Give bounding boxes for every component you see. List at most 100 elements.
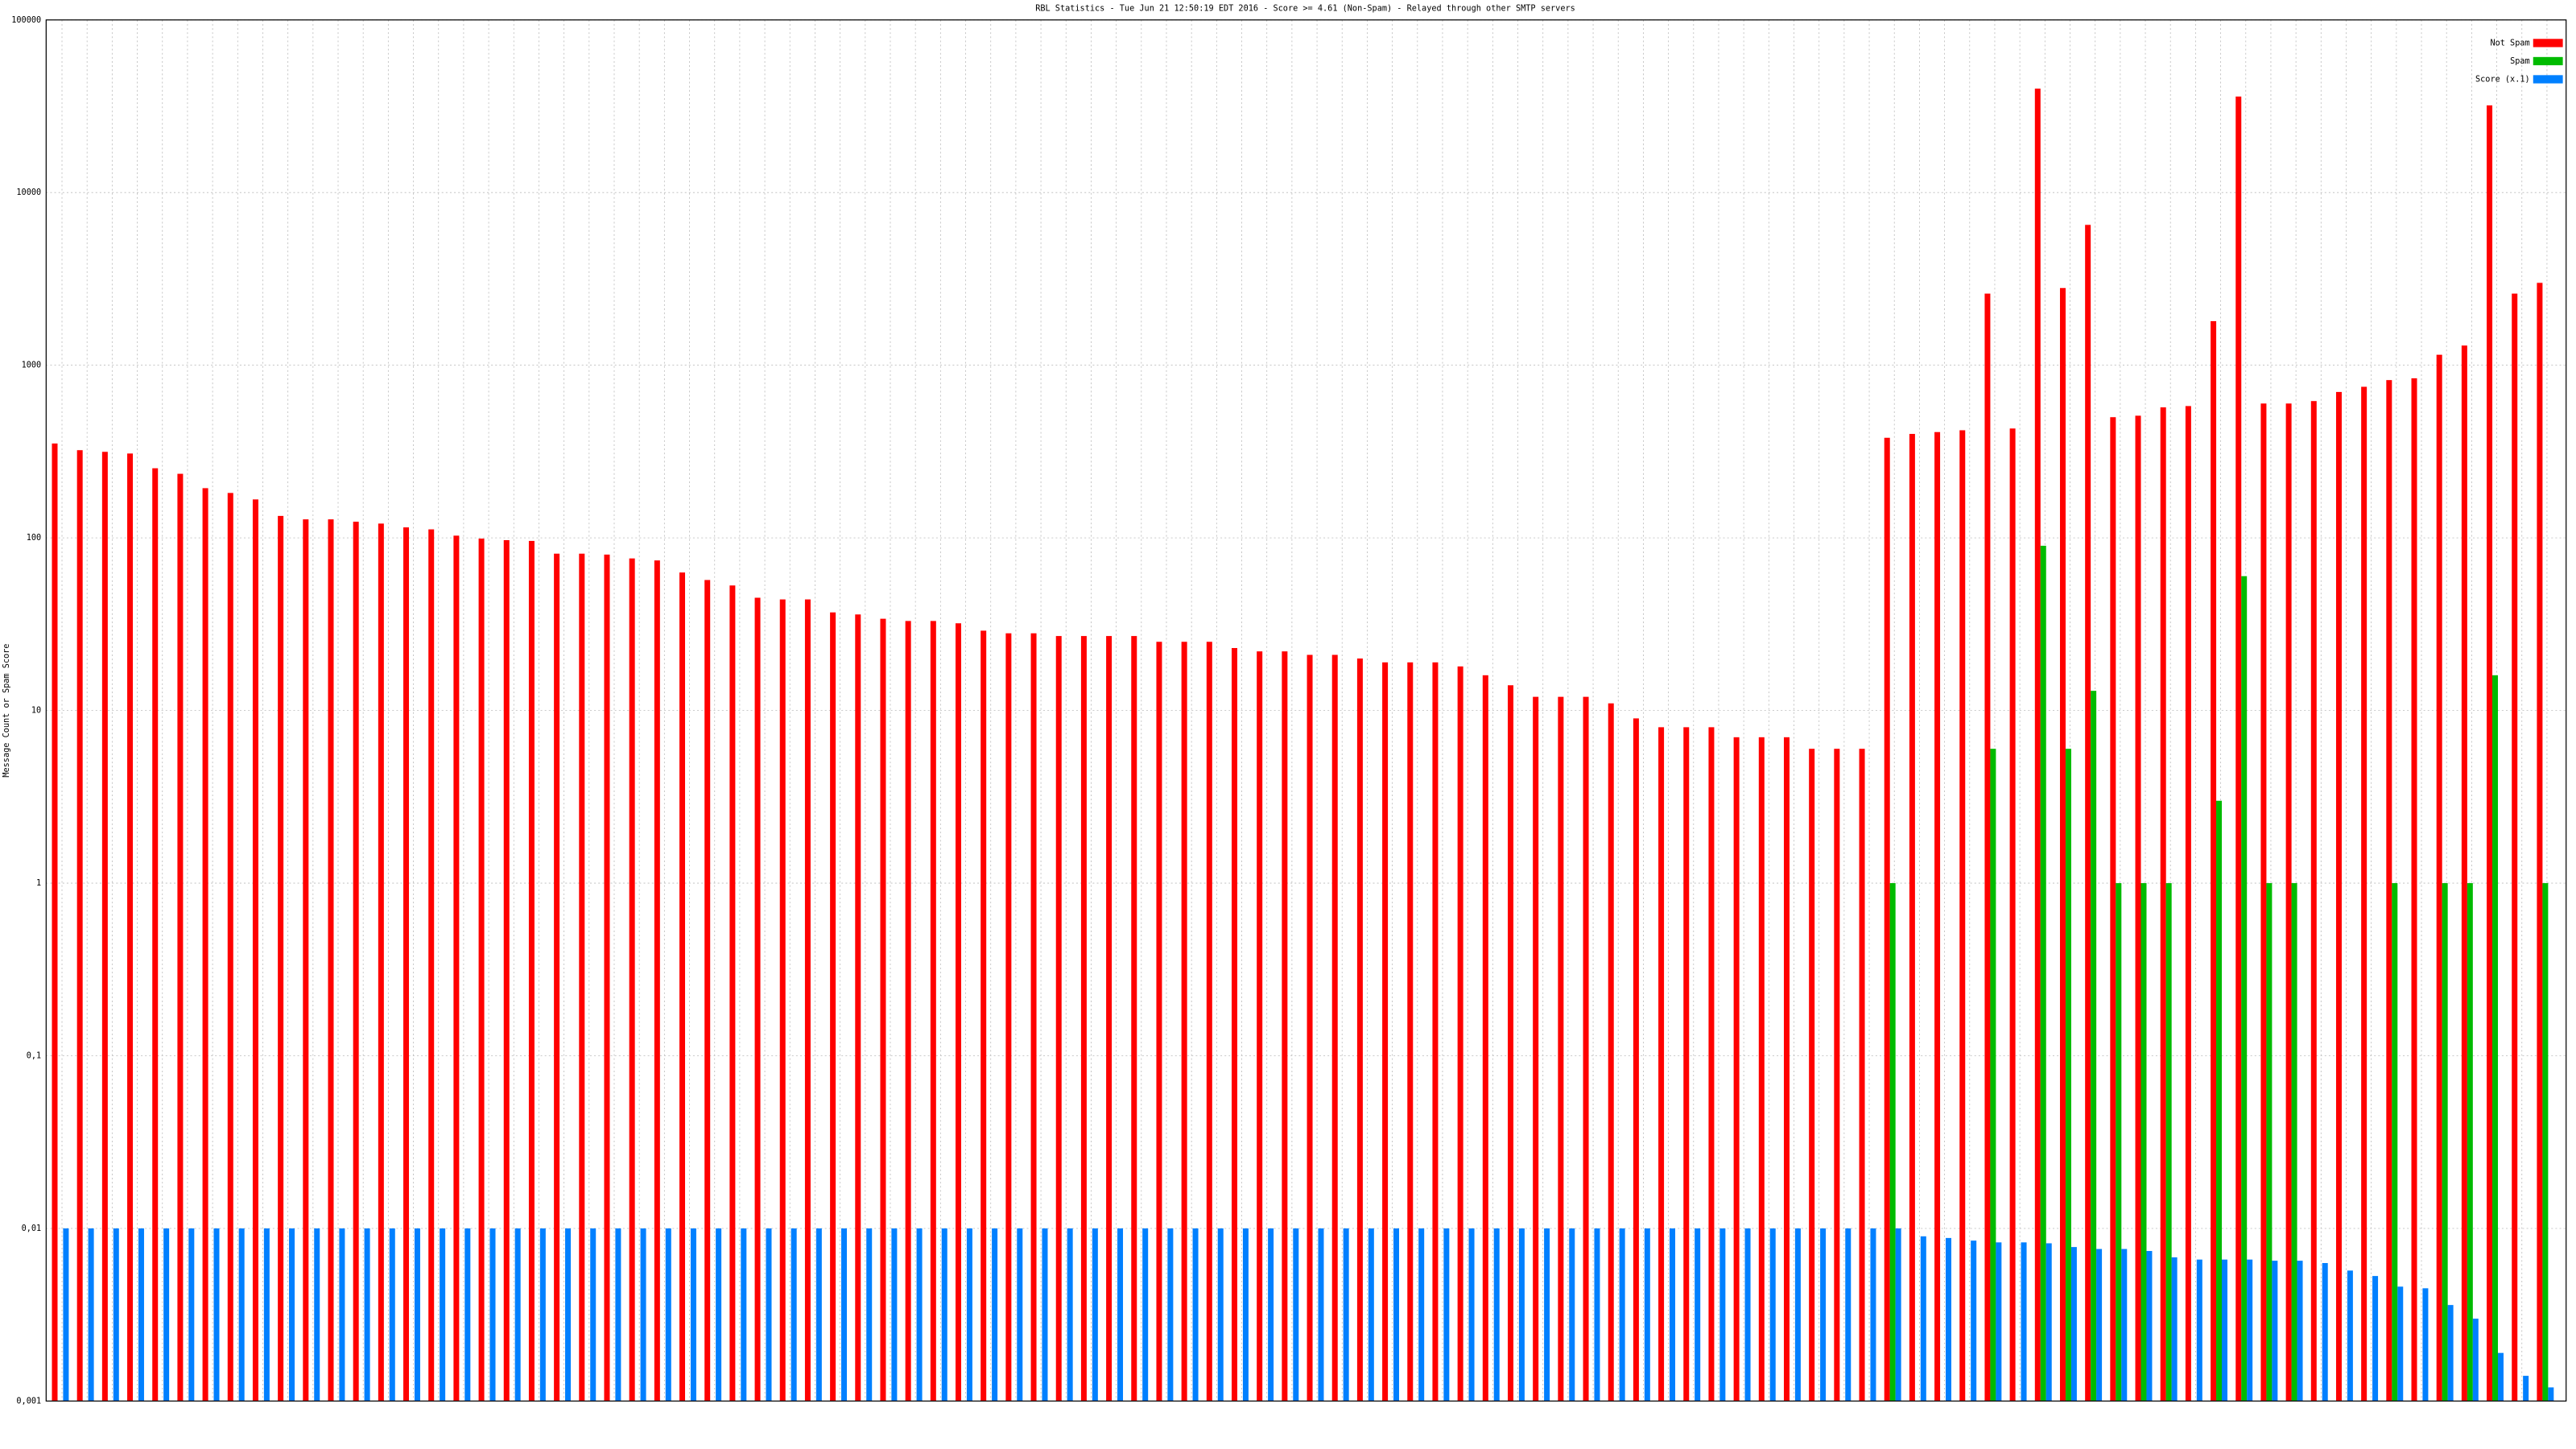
bar: [2160, 407, 2166, 1402]
bar: [163, 1228, 170, 1402]
bar: [52, 443, 58, 1402]
bar: [2121, 1249, 2128, 1402]
bar: [1418, 1228, 1425, 1402]
bar: [364, 1228, 370, 1402]
bar: [905, 621, 911, 1402]
bar: [1533, 696, 1539, 1402]
bar: [1569, 1228, 1575, 1402]
bar: [2548, 1387, 2554, 1402]
bar: [202, 488, 208, 1402]
bar: [1443, 1228, 1450, 1402]
bar: [1092, 1228, 1098, 1402]
bar: [980, 630, 987, 1402]
bar: [1909, 434, 1915, 1402]
bar: [930, 621, 936, 1402]
bar: [554, 553, 560, 1402]
bar: [1167, 1228, 1174, 1402]
bar: [1670, 1228, 1676, 1402]
bar: [880, 618, 886, 1402]
legend-swatch: [2533, 39, 2563, 47]
bar: [2070, 1247, 2077, 1402]
bar: [1683, 727, 1690, 1402]
bar: [1030, 633, 1037, 1402]
bar: [1834, 749, 1840, 1402]
bar: [1368, 1228, 1374, 1402]
bar: [2497, 1352, 2504, 1402]
bar: [629, 558, 635, 1402]
bar: [339, 1228, 345, 1402]
bar: [1268, 1228, 1274, 1402]
bar: [1934, 431, 1941, 1402]
bar: [1594, 1228, 1600, 1402]
bar: [1042, 1228, 1048, 1402]
bar: [101, 452, 108, 1402]
bar: [2221, 1259, 2227, 1402]
bar: [2487, 105, 2493, 1402]
bar: [1232, 648, 1238, 1402]
bar: [314, 1228, 320, 1402]
bar: [2361, 386, 2368, 1402]
bar: [2310, 401, 2317, 1402]
bar: [2040, 545, 2046, 1402]
bar: [1468, 1228, 1475, 1402]
bar: [1884, 437, 1890, 1402]
bar: [2146, 1251, 2153, 1402]
bar: [1518, 1228, 1525, 1402]
bar: [1206, 642, 1212, 1402]
bar: [1156, 642, 1162, 1402]
bar: [2034, 89, 2041, 1402]
bar: [1859, 749, 1865, 1402]
bar: [1889, 883, 1896, 1402]
bar: [152, 468, 159, 1402]
bar: [855, 614, 861, 1402]
bar: [1055, 636, 1062, 1402]
bar: [1794, 1228, 1801, 1402]
bar: [654, 560, 660, 1402]
bar: [1507, 685, 1513, 1402]
bar: [1393, 1228, 1400, 1402]
bar: [289, 1228, 295, 1402]
bar: [1307, 654, 1313, 1402]
bar: [741, 1228, 747, 1402]
bar: [2247, 1259, 2253, 1402]
bar: [2185, 406, 2191, 1402]
bar: [841, 1228, 848, 1402]
bar: [2467, 883, 2473, 1402]
bar: [1984, 293, 1991, 1402]
bar: [528, 540, 535, 1402]
bar: [2542, 883, 2549, 1402]
bar: [2140, 883, 2147, 1402]
bar: [1719, 1228, 1726, 1402]
bar: [428, 529, 435, 1402]
bar: [2171, 1257, 2178, 1402]
bar: [76, 450, 83, 1402]
bar: [113, 1228, 119, 1402]
bar: [565, 1228, 572, 1402]
bar: [1608, 703, 1614, 1402]
bar: [489, 1228, 496, 1402]
bar: [1382, 662, 1389, 1402]
bar: [640, 1228, 646, 1402]
bar: [2291, 883, 2297, 1402]
bar: [1695, 1228, 1701, 1402]
bar: [2116, 883, 2122, 1402]
bar: [754, 597, 761, 1402]
bar: [1945, 1237, 1951, 1402]
bar: [539, 1228, 546, 1402]
bar: [2523, 1376, 2529, 1402]
bar: [679, 572, 686, 1402]
bar: [252, 499, 258, 1402]
bar: [2165, 883, 2172, 1402]
plot-frame: [45, 19, 2567, 1402]
bar: [127, 453, 134, 1402]
bar: [2472, 1319, 2479, 1402]
chart-title: RBL Statistics - Tue Jun 21 12:50:19 EDT…: [1035, 4, 1575, 13]
bar: [88, 1228, 94, 1402]
bar: [1644, 1228, 1650, 1402]
bar: [1996, 1242, 2002, 1402]
bar: [1544, 1228, 1550, 1402]
bar: [1257, 651, 1263, 1402]
bar: [2411, 378, 2417, 1402]
bar: [2085, 225, 2091, 1402]
bar: [2009, 428, 2016, 1402]
